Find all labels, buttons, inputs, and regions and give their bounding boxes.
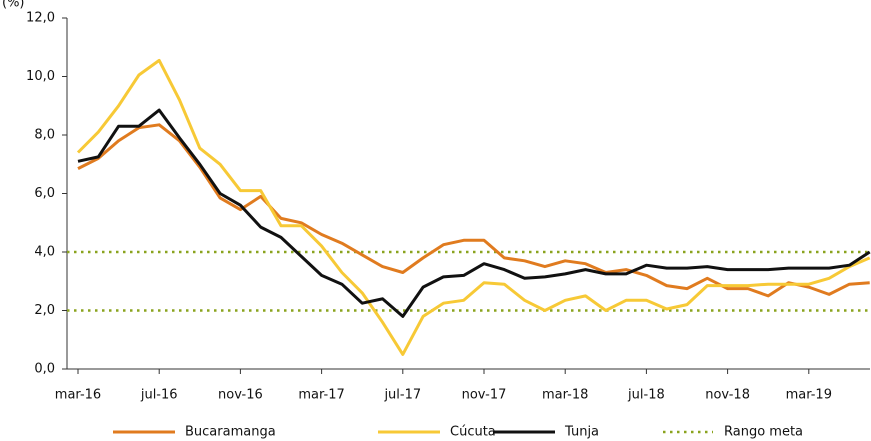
x-tick-label: nov-18 bbox=[705, 388, 750, 403]
series-line bbox=[76, 58, 871, 356]
x-tick-label: jul-17 bbox=[383, 388, 421, 403]
legend-label: Rango meta bbox=[724, 425, 803, 440]
x-tick-label: mar-17 bbox=[298, 388, 344, 403]
y-tick-label: 10,0 bbox=[26, 69, 55, 84]
y-tick-label: 6,0 bbox=[34, 186, 55, 201]
y-axis-label: (%) bbox=[2, 0, 25, 11]
y-tick-label: 12,0 bbox=[26, 11, 55, 26]
y-tick-label: 8,0 bbox=[34, 128, 55, 143]
legend-label: Tunja bbox=[564, 425, 599, 440]
legend-label: Cúcuta bbox=[450, 425, 496, 440]
y-tick-label: 2,0 bbox=[34, 303, 55, 318]
x-tick-label: mar-19 bbox=[786, 388, 832, 403]
series-line bbox=[77, 123, 870, 298]
x-tick-label: jul-16 bbox=[140, 388, 178, 403]
x-tick-label: nov-17 bbox=[462, 388, 507, 403]
y-tick-label: 4,0 bbox=[34, 245, 55, 260]
x-tick-label: nov-16 bbox=[218, 388, 263, 403]
legend-label: Bucaramanga bbox=[185, 425, 276, 440]
x-tick-label: jul-18 bbox=[627, 388, 665, 403]
x-tick-label: mar-16 bbox=[55, 388, 101, 403]
series-line bbox=[77, 108, 871, 318]
x-tick-label: mar-18 bbox=[542, 388, 588, 403]
y-tick-label: 0,0 bbox=[34, 362, 55, 377]
